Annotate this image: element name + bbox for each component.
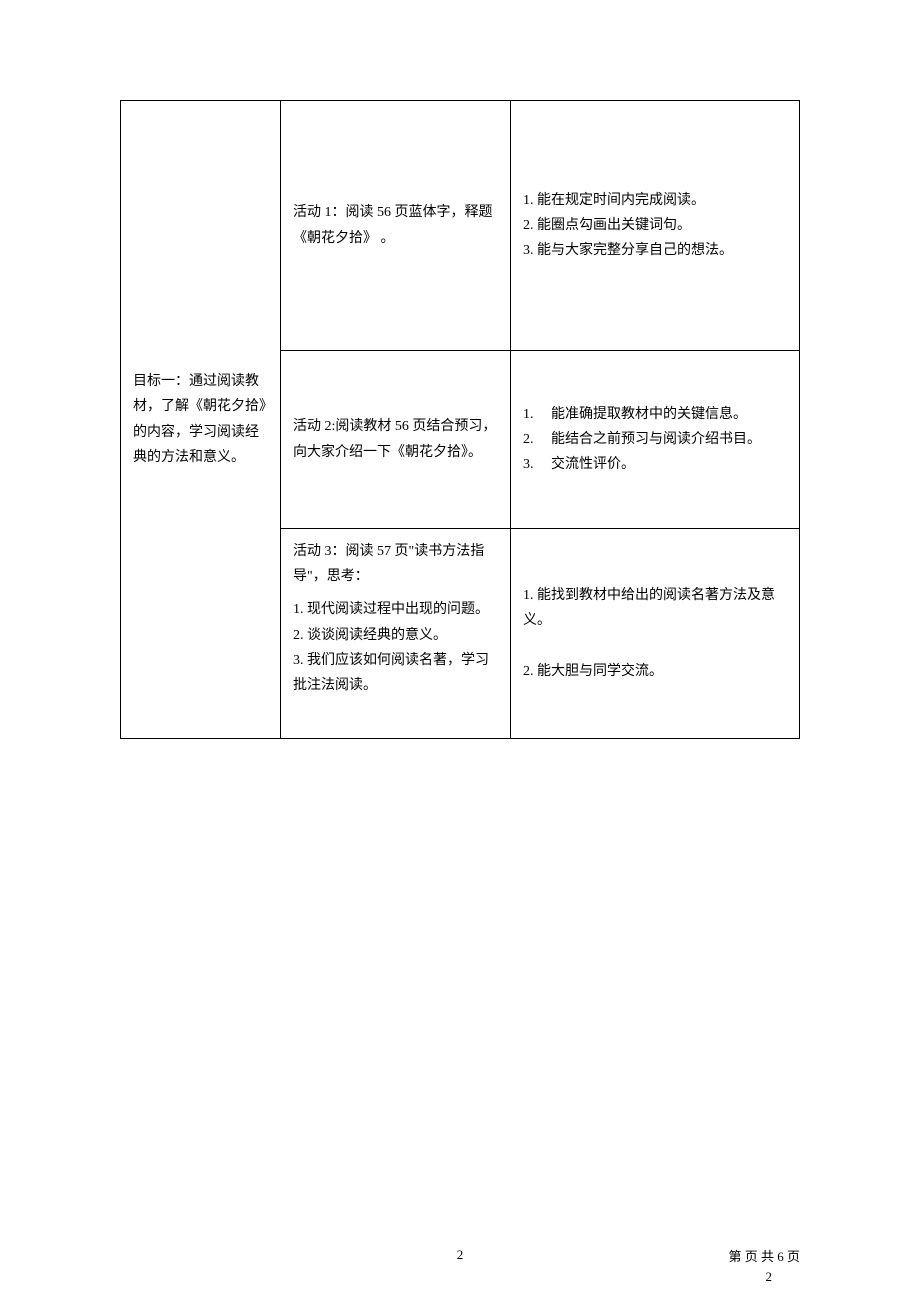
activity-1-cell: 活动 1：阅读 56 页蓝体字，释题《朝花夕拾》 。 bbox=[281, 101, 511, 351]
lesson-table: 目标一：通过阅读教材，了解《朝花夕拾》的内容，学习阅读经典的方法和意义。 活动 … bbox=[120, 100, 800, 739]
activity-3-sublist: 1. 现代阅读过程中出现的问题。 2. 谈谈阅读经典的意义。 3. 我们应该如何… bbox=[293, 597, 498, 698]
page-container: 目标一：通过阅读教材，了解《朝花夕拾》的内容，学习阅读经典的方法和意义。 活动 … bbox=[0, 0, 920, 739]
activity-3-sub-3: 3. 我们应该如何阅读名著，学习批注法阅读。 bbox=[293, 648, 498, 698]
criteria-2-item-3: 3. 交流性评价。 bbox=[523, 452, 787, 477]
criteria-1-line-1: 1. 能在规定时间内完成阅读。 bbox=[523, 188, 787, 213]
footer-center-page: 2 bbox=[457, 1247, 464, 1263]
activity-3-sub-1: 1. 现代阅读过程中出现的问题。 bbox=[293, 597, 498, 622]
ol-num: 3. bbox=[523, 452, 551, 477]
activity-1-text: 活动 1：阅读 56 页蓝体字，释题《朝花夕拾》 。 bbox=[293, 205, 493, 245]
activity-3-heading: 活动 3：阅读 57 页"读书方法指导"，思考： bbox=[293, 539, 498, 589]
criteria-3-line-2: 2. 能大胆与同学交流。 bbox=[523, 659, 787, 684]
criteria-1-cell: 1. 能在规定时间内完成阅读。 2. 能圈点勾画出关键词句。 3. 能与大家完整… bbox=[511, 101, 800, 351]
ol-text: 交流性评价。 bbox=[551, 452, 635, 477]
footer-right-line2: 2 bbox=[728, 1267, 800, 1287]
criteria-3-line-1: 1. 能找到教材中给出的阅读名著方法及意义。 bbox=[523, 583, 787, 633]
criteria-1-line-2: 2. 能圈点勾画出关键词句。 bbox=[523, 213, 787, 238]
ol-text: 能结合之前预习与阅读介绍书目。 bbox=[551, 427, 761, 452]
goal-cell: 目标一：通过阅读教材，了解《朝花夕拾》的内容，学习阅读经典的方法和意义。 bbox=[121, 101, 281, 739]
activity-2-text: 活动 2:阅读教材 56 页结合预习，向大家介绍一下《朝花夕拾》。 bbox=[293, 419, 496, 459]
criteria-1-line-3: 3. 能与大家完整分享自己的想法。 bbox=[523, 238, 787, 263]
activity-3-cell: 活动 3：阅读 57 页"读书方法指导"，思考： 1. 现代阅读过程中出现的问题… bbox=[281, 529, 511, 739]
criteria-2-item-1: 1. 能准确提取教材中的关键信息。 bbox=[523, 402, 787, 427]
ol-num: 2. bbox=[523, 427, 551, 452]
footer-right: 第 页 共 6 页 2 bbox=[728, 1247, 800, 1286]
goal-text: 目标一：通过阅读教材，了解《朝花夕拾》的内容，学习阅读经典的方法和意义。 bbox=[133, 374, 266, 465]
activity-2-cell: 活动 2:阅读教材 56 页结合预习，向大家介绍一下《朝花夕拾》。 bbox=[281, 351, 511, 529]
criteria-3-blank bbox=[523, 634, 787, 659]
criteria-3-cell: 1. 能找到教材中给出的阅读名著方法及意义。 2. 能大胆与同学交流。 bbox=[511, 529, 800, 739]
ol-num: 1. bbox=[523, 402, 551, 427]
footer-right-line1: 第 页 共 6 页 bbox=[728, 1247, 800, 1267]
activity-3-sub-2: 2. 谈谈阅读经典的意义。 bbox=[293, 623, 498, 648]
ol-text: 能准确提取教材中的关键信息。 bbox=[551, 402, 747, 427]
criteria-2-cell: 1. 能准确提取教材中的关键信息。 2. 能结合之前预习与阅读介绍书目。 3. … bbox=[511, 351, 800, 529]
criteria-2-item-2: 2. 能结合之前预习与阅读介绍书目。 bbox=[523, 427, 787, 452]
